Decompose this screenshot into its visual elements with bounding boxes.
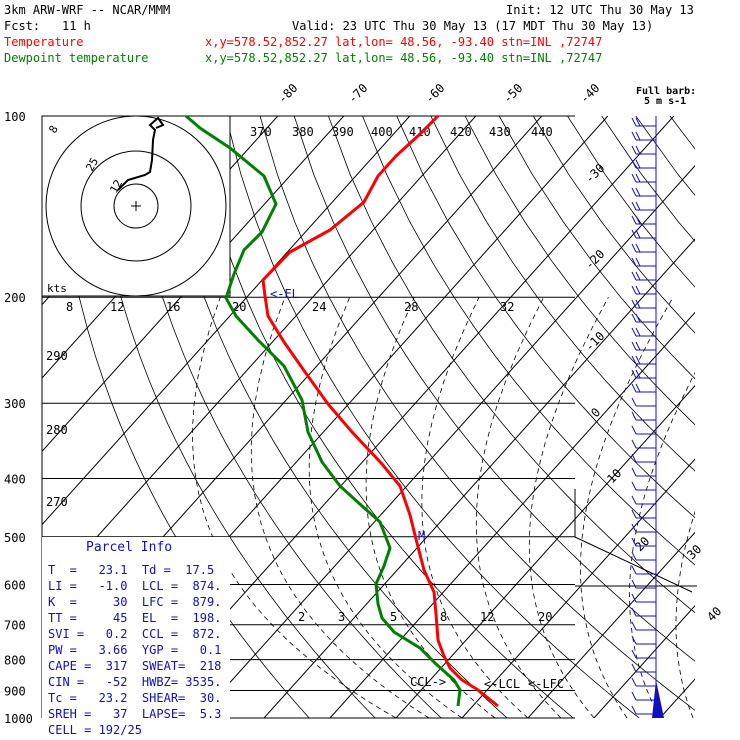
theta-left-label-0: 290: [46, 349, 68, 363]
ring-label-28: 28: [404, 300, 418, 314]
wind-barb-cluster: [652, 680, 664, 718]
temperature-profile: [261, 114, 499, 708]
parcel-info-panel: Parcel Info T = 23.1 Td = 17.5 LI = -1.0 …: [42, 537, 230, 737]
isotherm-label-top-2: -60: [422, 81, 447, 106]
wind-barbs: [631, 116, 664, 718]
mixing-ratio-label-0: 2: [298, 610, 305, 624]
theta-label-6: 430: [489, 125, 511, 139]
theta-label-5: 420: [450, 125, 472, 139]
isotherm-label-top-3: -50: [500, 81, 525, 106]
pressure-label-900: 900: [4, 684, 26, 698]
kts-label: kts: [47, 282, 67, 295]
hodograph-label-25: 25: [83, 156, 101, 174]
parcel-info-row: CAPE = 317 SWEAT= 218: [48, 659, 221, 673]
dewpoint-legend-info: x,y=578.52,852.27 lat,lon= 48.56, -93.40…: [205, 51, 602, 65]
isotherm-label-right-1: -20: [582, 247, 607, 272]
parcel-info-row: PW = 3.66 YGP = 0.1: [48, 643, 221, 657]
hodograph-trace: [117, 116, 165, 191]
parcel-info-row: SVI = 0.2 CCL = 872.: [48, 627, 221, 641]
el-marker: <-EL: [270, 287, 299, 301]
ccl-marker: CCL->: [410, 675, 446, 689]
parcel-info-title: Parcel Info: [86, 540, 172, 555]
barb-legend-line1: Full barb:: [636, 86, 696, 97]
init-time: Init: 12 UTC Thu 30 May 13: [506, 3, 694, 17]
isotherm-label-right-3: 0: [588, 405, 603, 420]
valid-time: Valid: 23 UTC Thu 30 May 13 (17 MDT Thu …: [292, 19, 653, 33]
pressure-label-400: 400: [4, 472, 26, 486]
mixing-ratio-label-1: 3: [338, 610, 345, 624]
theta-label-1: 380: [292, 125, 314, 139]
isotherm-label-top-1: -70: [345, 81, 370, 106]
hodograph: 8 25 12 kts: [41, 115, 231, 297]
theta-left-label-1: 280: [46, 423, 68, 437]
lcl-marker: <-LCL: [484, 677, 520, 691]
parcel-info-row: T = 23.1 Td = 17.5: [48, 563, 214, 577]
hodograph-label-12: 12: [107, 178, 125, 196]
mixing-ratio-label-2: 5: [390, 610, 397, 624]
pressure-label-600: 600: [4, 578, 26, 592]
parcel-info-row: CIN = -52 HWBZ= 3535.: [48, 675, 221, 689]
parcel-info-row: SREH = 37 LAPSE= 5.3: [48, 707, 221, 721]
ring-label-32: 32: [500, 300, 514, 314]
theta-label-2: 390: [332, 125, 354, 139]
pressure-label-700: 700: [4, 619, 26, 633]
isotherm-label-right-0: -30: [582, 161, 607, 186]
mixing-ratio-label-5: 20: [538, 610, 552, 624]
mixing-ratio-label-4: 12: [480, 610, 494, 624]
isotherm-label-top-0: -80: [275, 81, 300, 106]
ring-label-8: 8: [66, 300, 73, 314]
pressure-label-200: 200: [4, 291, 26, 305]
parcel-info-row: TT = 45 EL = 198.: [48, 611, 221, 625]
mixing-ratio-label-3: 8: [440, 610, 447, 624]
pressure-label-300: 300: [4, 397, 26, 411]
theta-label-0: 370: [250, 125, 272, 139]
temperature-legend-label: Temperature: [4, 35, 83, 49]
theta-left-label-2: 270: [46, 495, 68, 509]
theta-label-3: 400: [371, 125, 393, 139]
ring-label-24: 24: [312, 300, 326, 314]
ring-label-20: 20: [232, 300, 246, 314]
fcst-label: Fcst:: [4, 19, 40, 33]
ring-label-12: 12: [110, 300, 124, 314]
isotherm-label-top-4: -40: [577, 81, 602, 106]
parcel-info-row: LI = -1.0 LCL = 874.: [48, 579, 221, 593]
hodograph-ring-labels: 8 12 16 20 24 28 32: [66, 300, 514, 314]
ring-label-16: 16: [166, 300, 180, 314]
dewpoint-profile: [185, 114, 462, 707]
pressure-label-100: 100: [4, 110, 26, 124]
isotherm-label-right-6: 30: [684, 542, 704, 562]
pressure-label-1000: 1000: [4, 712, 33, 726]
lfc-marker: <-LFC: [528, 677, 564, 691]
dewpoint-legend-label: Dewpoint temperature: [4, 51, 149, 65]
parcel-info-row: CELL = 192/25: [48, 723, 142, 737]
model-title: 3km ARW-WRF -- NCAR/MMM: [4, 3, 170, 17]
theta-label-7: 440: [531, 125, 553, 139]
fcst-value: 11 h: [62, 19, 91, 33]
isotherm-label-right-2: -10: [582, 329, 607, 354]
barb-legend-line2: 5 m s-1: [644, 96, 686, 107]
pressure-label-800: 800: [4, 654, 26, 668]
pressure-label-500: 500: [4, 531, 26, 545]
temperature-legend-info: x,y=578.52,852.27 lat,lon= 48.56, -93.40…: [205, 35, 602, 49]
isotherm-label-right-7: 40: [704, 604, 724, 624]
parcel-info-row: K = 30 LFC = 879.: [48, 595, 221, 609]
m-marker: M: [418, 529, 425, 543]
parcel-info-row: Tc = 23.2 SHEAR= 30.: [48, 691, 221, 705]
